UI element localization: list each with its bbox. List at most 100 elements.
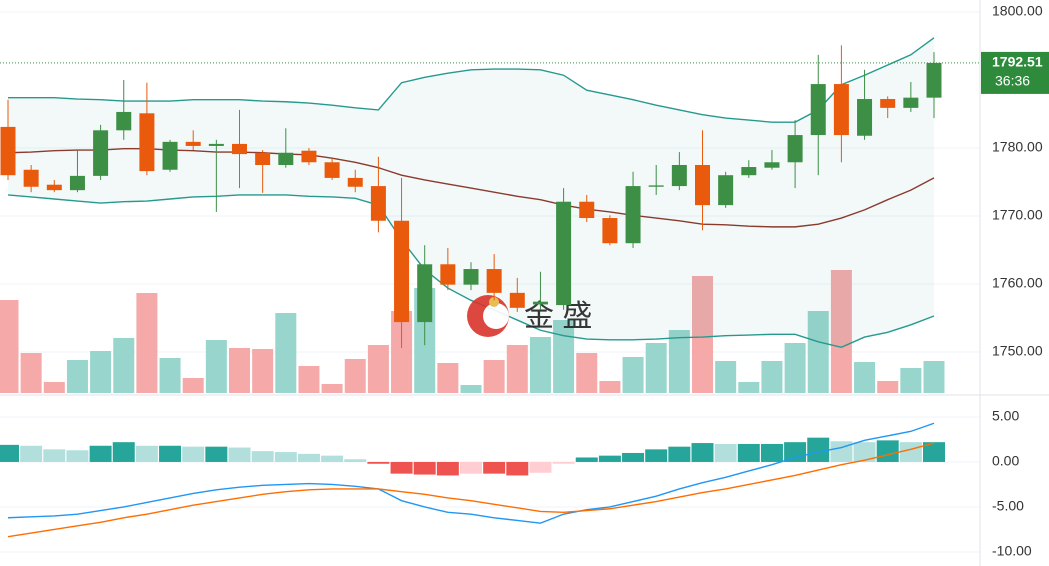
macd-histogram-bar (460, 461, 482, 474)
macd-histogram-bar (923, 442, 945, 462)
y-tick-label: -10.00 (992, 543, 1032, 559)
volume-bar (807, 311, 829, 393)
candle-body (347, 177, 363, 187)
candle-body (556, 201, 572, 306)
band-line (7, 194, 935, 348)
candle-body (208, 143, 224, 146)
macd-histogram-bar (205, 446, 228, 462)
y-tick-label: 5.00 (992, 408, 1019, 424)
candle-body (579, 201, 595, 219)
candle-body (903, 97, 919, 108)
macd-histogram-bar (529, 461, 552, 473)
macd-histogram-bar (112, 442, 135, 462)
volume-bar (43, 382, 65, 393)
candle-body (69, 175, 85, 191)
macd-histogram-bar (668, 446, 691, 462)
y-tick-label: 1760.00 (992, 275, 1043, 291)
macd-histogram-bar (20, 445, 43, 462)
y-tick-label: 0.00 (992, 453, 1019, 469)
candle-body (93, 130, 109, 176)
macd-histogram-bar (598, 455, 621, 462)
macd-histogram-bar (575, 457, 598, 462)
candle-body (0, 126, 16, 176)
macd-histogram-bar (321, 455, 344, 462)
macd-histogram-bar (135, 445, 158, 462)
candle-body (833, 84, 849, 136)
volume-bar (229, 348, 250, 393)
candle-body (116, 111, 132, 131)
volume-bar (553, 320, 575, 393)
band-line (8, 37, 935, 123)
macd-line (7, 442, 935, 538)
volume-bar (182, 378, 204, 393)
candle-body (278, 152, 294, 165)
macd-histogram-bar (413, 461, 436, 475)
candle-body (370, 186, 386, 221)
volume-bar (483, 360, 505, 393)
candle-body (23, 169, 39, 187)
macd-histogram-bar (251, 451, 274, 462)
volume-bar (900, 368, 922, 393)
volume-bar (761, 361, 783, 393)
volume-bar (367, 345, 389, 393)
volume-bar (344, 359, 366, 393)
volume-bar (460, 385, 482, 393)
volume-bar (715, 361, 737, 393)
macd-histogram-bar (182, 446, 205, 462)
macd-histogram-bar (159, 445, 182, 462)
volume-bar (66, 360, 88, 393)
macd-histogram-bar (89, 445, 112, 462)
macd-histogram-bar (436, 461, 459, 476)
candle-body (440, 264, 456, 285)
volume-bar (668, 330, 690, 393)
volume-bar (784, 343, 806, 393)
macd-histogram-bar (784, 442, 807, 462)
volume-bar (529, 337, 551, 393)
macd-histogram-bar (737, 443, 760, 462)
axis-layer: 1800.00 1780.00 1770.00 1760.00 1750.00 1792.… (981, 3, 1049, 559)
volume-bar (622, 357, 644, 393)
macd-histogram-bar (807, 437, 830, 462)
macd-histogram-bar (43, 449, 66, 462)
volume-bar (113, 338, 135, 393)
macd-histogram-bar (483, 461, 506, 474)
candle-body (857, 99, 873, 136)
logo-dot (489, 297, 499, 307)
macd-histogram-bar (66, 450, 89, 462)
last-price-box (981, 51, 1049, 94)
watermark: 金 盛 (467, 295, 592, 337)
candle-body (532, 301, 548, 305)
candle-body (625, 186, 641, 244)
candle-body (486, 269, 502, 293)
candle-body (764, 162, 780, 168)
candle-body (648, 185, 664, 187)
candle-body (787, 135, 803, 163)
candle-body (926, 62, 942, 98)
macd-histogram-bar (714, 443, 737, 462)
volume-bar (0, 300, 19, 393)
candle-body (695, 164, 710, 206)
y-tick-label: 1770.00 (992, 207, 1043, 223)
candle-body (139, 113, 155, 172)
macd-histogram-bar (297, 453, 320, 462)
volume-bar (252, 349, 274, 393)
volume-bar (298, 366, 320, 393)
candle-body (417, 264, 433, 323)
candle-body (255, 152, 271, 165)
volume-bar (20, 353, 42, 393)
y-tick-label: 1800.00 (992, 3, 1043, 19)
macd-histogram-bar (367, 461, 390, 464)
candle-body (509, 292, 525, 308)
countdown-label: 36:36 (995, 73, 1030, 89)
candle-body (394, 220, 410, 323)
macd-histogram-bar (691, 443, 714, 462)
macd-histogram-bar (274, 452, 297, 462)
y-tick-label: -5.00 (992, 498, 1024, 514)
volume-bar (159, 358, 181, 393)
macd-histogram-bar (0, 444, 19, 462)
front-layer (0, 45, 980, 538)
macd-histogram-bar (876, 440, 899, 462)
volume-bar (136, 293, 158, 393)
